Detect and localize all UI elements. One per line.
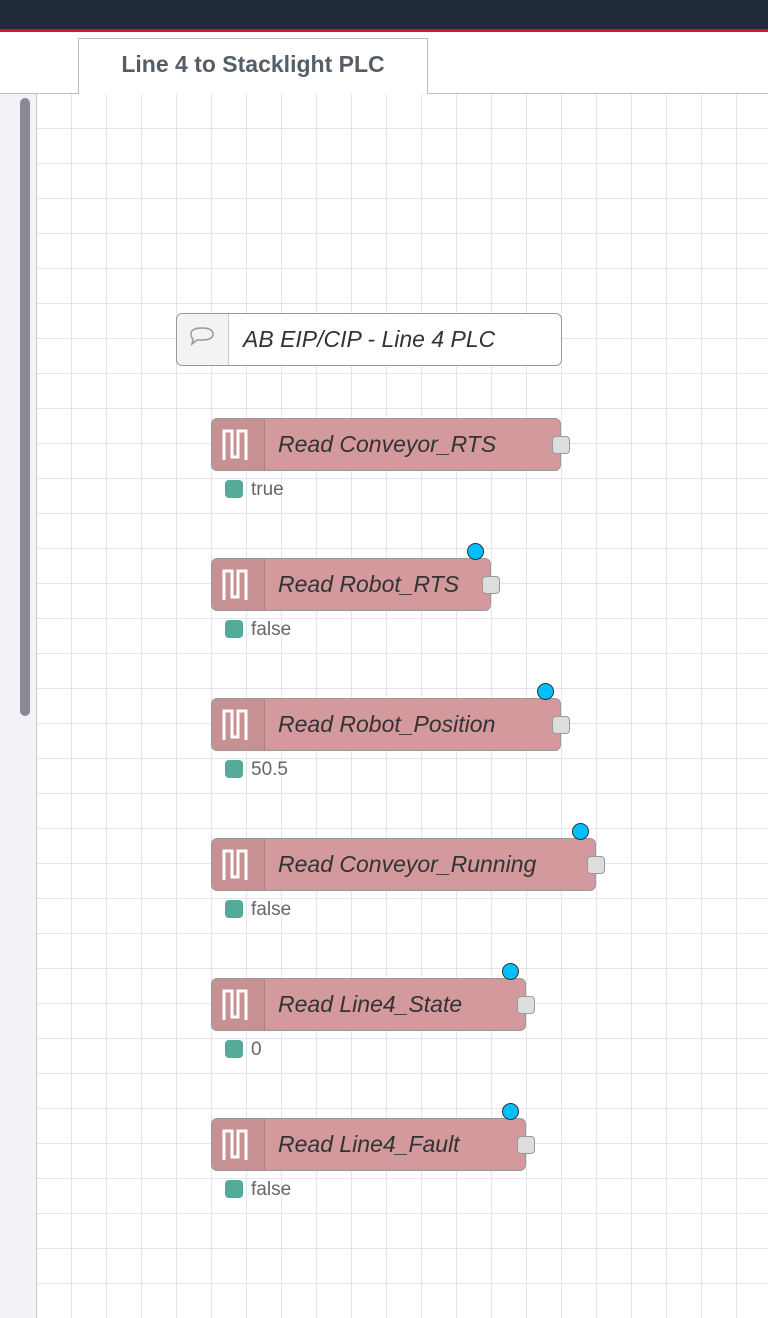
status-text: true — [251, 479, 284, 500]
status-text: false — [251, 1179, 292, 1200]
node-label: Read Robot_RTS — [278, 571, 460, 597]
node-label: Read Conveyor_Running — [278, 851, 537, 877]
node-icon — [212, 1119, 265, 1170]
node-icon — [212, 559, 265, 610]
status-text: false — [251, 619, 292, 640]
output-port[interactable] — [517, 996, 535, 1014]
status-dot — [225, 620, 243, 638]
pulse-icon — [222, 429, 248, 460]
node-icon — [212, 979, 265, 1030]
changed-indicator — [502, 963, 519, 980]
status-dot — [225, 900, 243, 918]
pulse-icon — [222, 989, 248, 1020]
node-label: Read Line4_State — [278, 991, 463, 1017]
node-status: 0 — [225, 1039, 262, 1061]
pulse-icon — [222, 1129, 248, 1160]
status-text: 50.5 — [251, 759, 288, 780]
flow-node[interactable]: Read Line4_State 0 — [211, 963, 535, 1060]
status-text: 0 — [251, 1039, 262, 1060]
comment-label: AB EIP/CIP - Line 4 PLC — [243, 326, 496, 352]
node-label: Read Robot_Position — [278, 711, 496, 737]
status-dot — [225, 1180, 243, 1198]
node-label: Read Line4_Fault — [278, 1131, 460, 1157]
status-dot — [225, 1040, 243, 1058]
pulse-icon — [222, 709, 248, 740]
pulse-icon — [222, 849, 248, 880]
status-dot — [225, 760, 243, 778]
changed-indicator — [502, 1103, 519, 1120]
flow-node[interactable]: Read Robot_Position 50.5 — [211, 683, 570, 780]
node-status: false — [225, 899, 291, 921]
node-status: 50.5 — [225, 759, 288, 781]
output-port[interactable] — [482, 576, 500, 594]
node-icon — [212, 419, 265, 470]
node-icon — [212, 699, 265, 750]
flow-tab[interactable]: Line 4 to Stacklight PLC — [78, 38, 428, 95]
icon — [190, 327, 214, 346]
node-status: false — [225, 1179, 291, 1201]
node-label: Read Conveyor_RTS — [278, 431, 497, 457]
status-text: false — [251, 899, 292, 920]
changed-indicator — [467, 543, 484, 560]
changed-indicator — [572, 823, 589, 840]
comment-icon — [177, 314, 229, 365]
output-port[interactable] — [552, 436, 570, 454]
node-status: true — [225, 479, 284, 501]
output-port[interactable] — [517, 1136, 535, 1154]
node-icon — [212, 839, 265, 890]
pulse-icon — [222, 569, 248, 600]
node-status: false — [225, 619, 291, 641]
scrollbar[interactable] — [20, 98, 30, 716]
comment-node[interactable]: AB EIP/CIP - Line 4 PLC — [176, 313, 562, 366]
changed-indicator — [537, 683, 554, 700]
sidebar — [0, 94, 37, 1318]
header-bar — [0, 0, 768, 32]
output-port[interactable] — [552, 716, 570, 734]
tab-bar: Line 4 to Stacklight PLC — [0, 32, 768, 95]
output-port[interactable] — [587, 856, 605, 874]
status-dot — [225, 480, 243, 498]
